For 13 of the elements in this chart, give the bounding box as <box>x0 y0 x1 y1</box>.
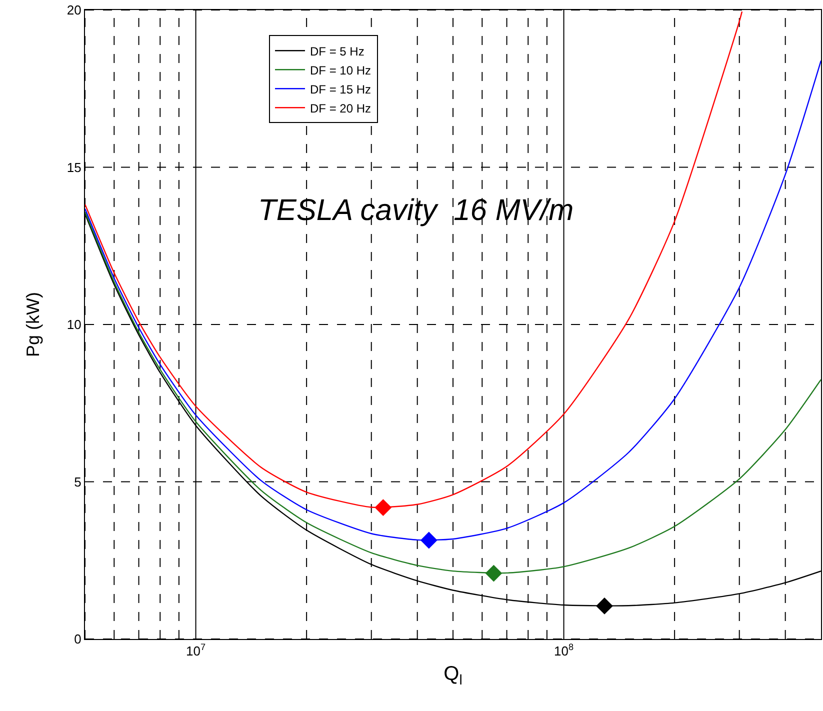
y-tick-label: 15 <box>66 160 82 175</box>
x-tick-label: 10$^{7}$ <box>186 642 206 659</box>
y-tick-label: 10 <box>66 317 82 332</box>
y-tick-label: 20 <box>66 2 82 18</box>
legend-label: DF = 20 Hz <box>310 101 372 116</box>
legend-label: DF = 5 Hz <box>310 44 364 58</box>
y-tick-label: 5 <box>74 474 82 490</box>
x-axis-title: Q$_{l}$ <box>444 663 462 688</box>
x-tick-label: 10$^{8}$ <box>554 642 574 659</box>
legend-label: DF = 10 Hz <box>310 63 372 78</box>
legend-label: DF = 15 Hz <box>310 82 372 96</box>
y-axis-title: Pg (kW) <box>23 292 43 357</box>
y-tick-label: 0 <box>74 632 82 647</box>
